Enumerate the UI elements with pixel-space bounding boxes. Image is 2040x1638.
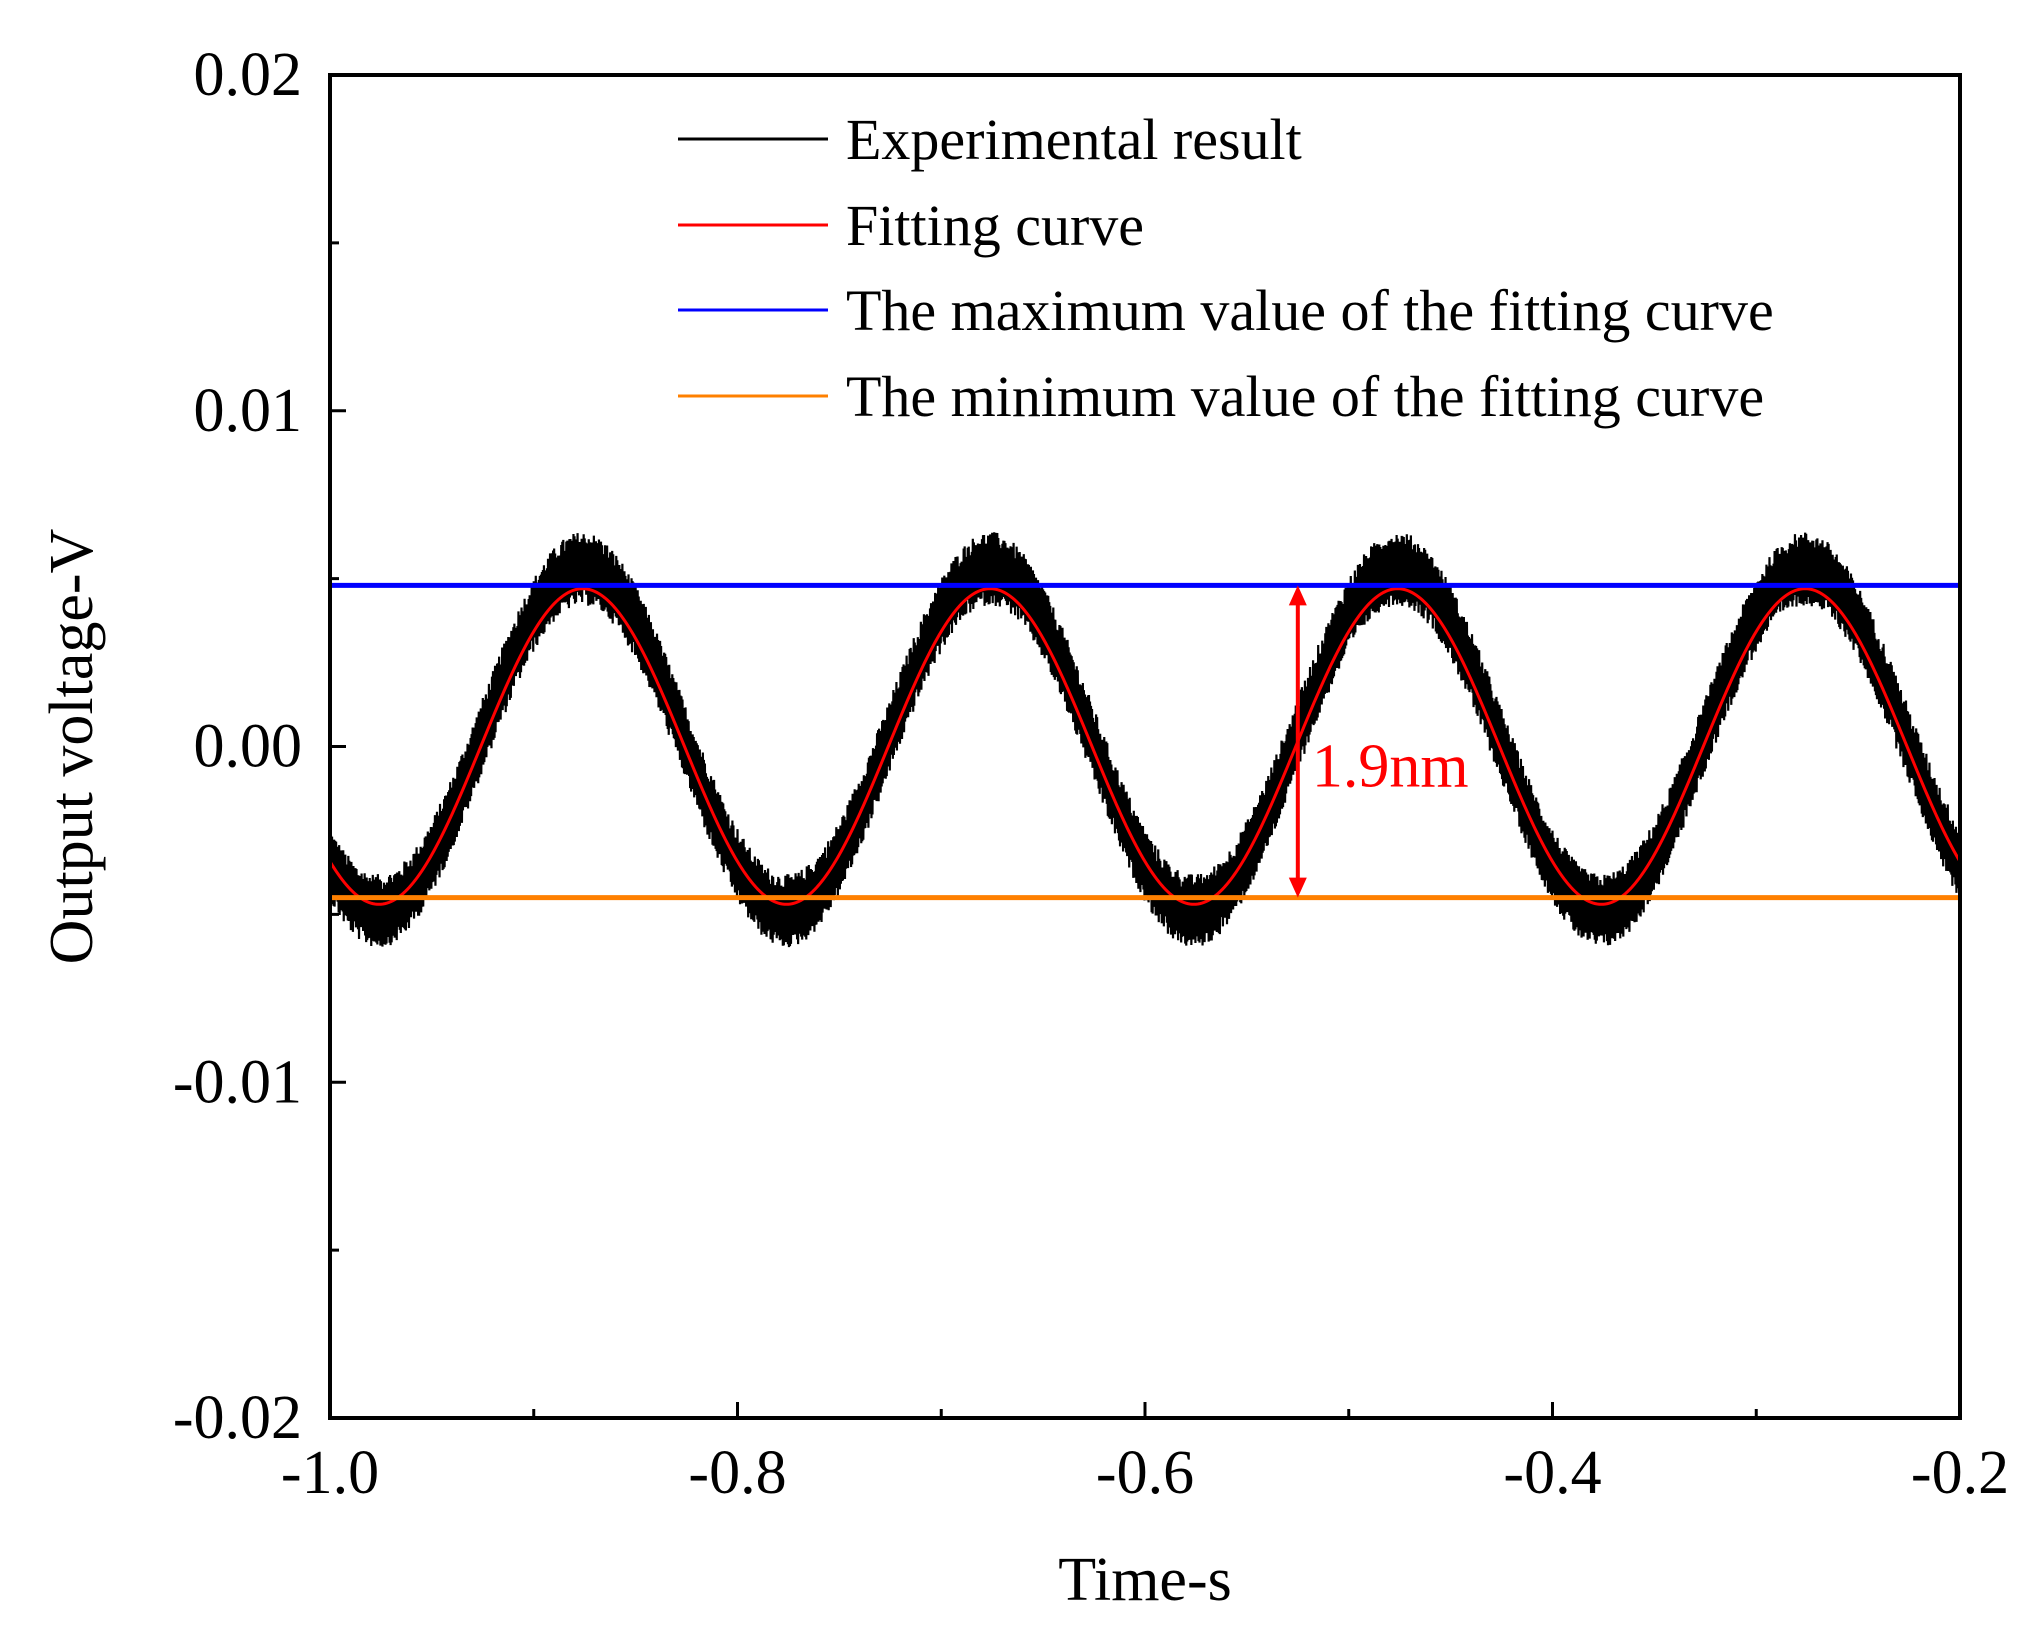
x-tick-label: -0.6 xyxy=(1096,1439,1194,1507)
plot-frame xyxy=(328,73,1962,1420)
series-experimental-result xyxy=(330,532,1960,948)
series-group xyxy=(330,532,1960,948)
axis-labels-group: Time-s Output voltage-V xyxy=(38,528,1232,1614)
annotation-label: 1.9nm xyxy=(1312,733,1469,801)
x-tick-label: -0.4 xyxy=(1503,1439,1601,1507)
x-tick-label: -0.8 xyxy=(688,1439,786,1507)
x-tick-label: -0.2 xyxy=(1911,1439,2009,1507)
y-tick-label: 0.01 xyxy=(194,377,303,445)
x-axis-label: Time-s xyxy=(1058,1546,1231,1614)
legend-label: Experimental result xyxy=(846,107,1302,172)
legend-label: Fitting curve xyxy=(846,193,1144,258)
series-fitting-curve xyxy=(330,587,1960,906)
plot-area xyxy=(330,532,1960,948)
y-axis-label: Output voltage-V xyxy=(38,528,106,964)
y-tick-label: 0.02 xyxy=(194,41,303,109)
y-tick-label: -0.02 xyxy=(173,1384,302,1452)
legend: Experimental result Fitting curve The maxi… xyxy=(678,107,1774,429)
legend-label: The maximum value of the fitting curve xyxy=(846,278,1774,343)
y-tick-label: -0.01 xyxy=(173,1048,302,1116)
axis-ticks-group: -1.0 -0.8 -0.6 -0.4 -0.2 0.02 0.01 0.00 -0.01 -0.… xyxy=(173,41,2009,1507)
x-tick-label: -1.0 xyxy=(281,1439,379,1507)
annotation-group: 1.9nm xyxy=(1288,585,1469,898)
y-tick-label: 0.00 xyxy=(194,713,303,781)
legend-label: The minimum value of the fitting curve xyxy=(846,364,1764,429)
annotation-arrow-head-up xyxy=(1288,585,1307,606)
annotation-arrow-head-down xyxy=(1288,877,1307,898)
